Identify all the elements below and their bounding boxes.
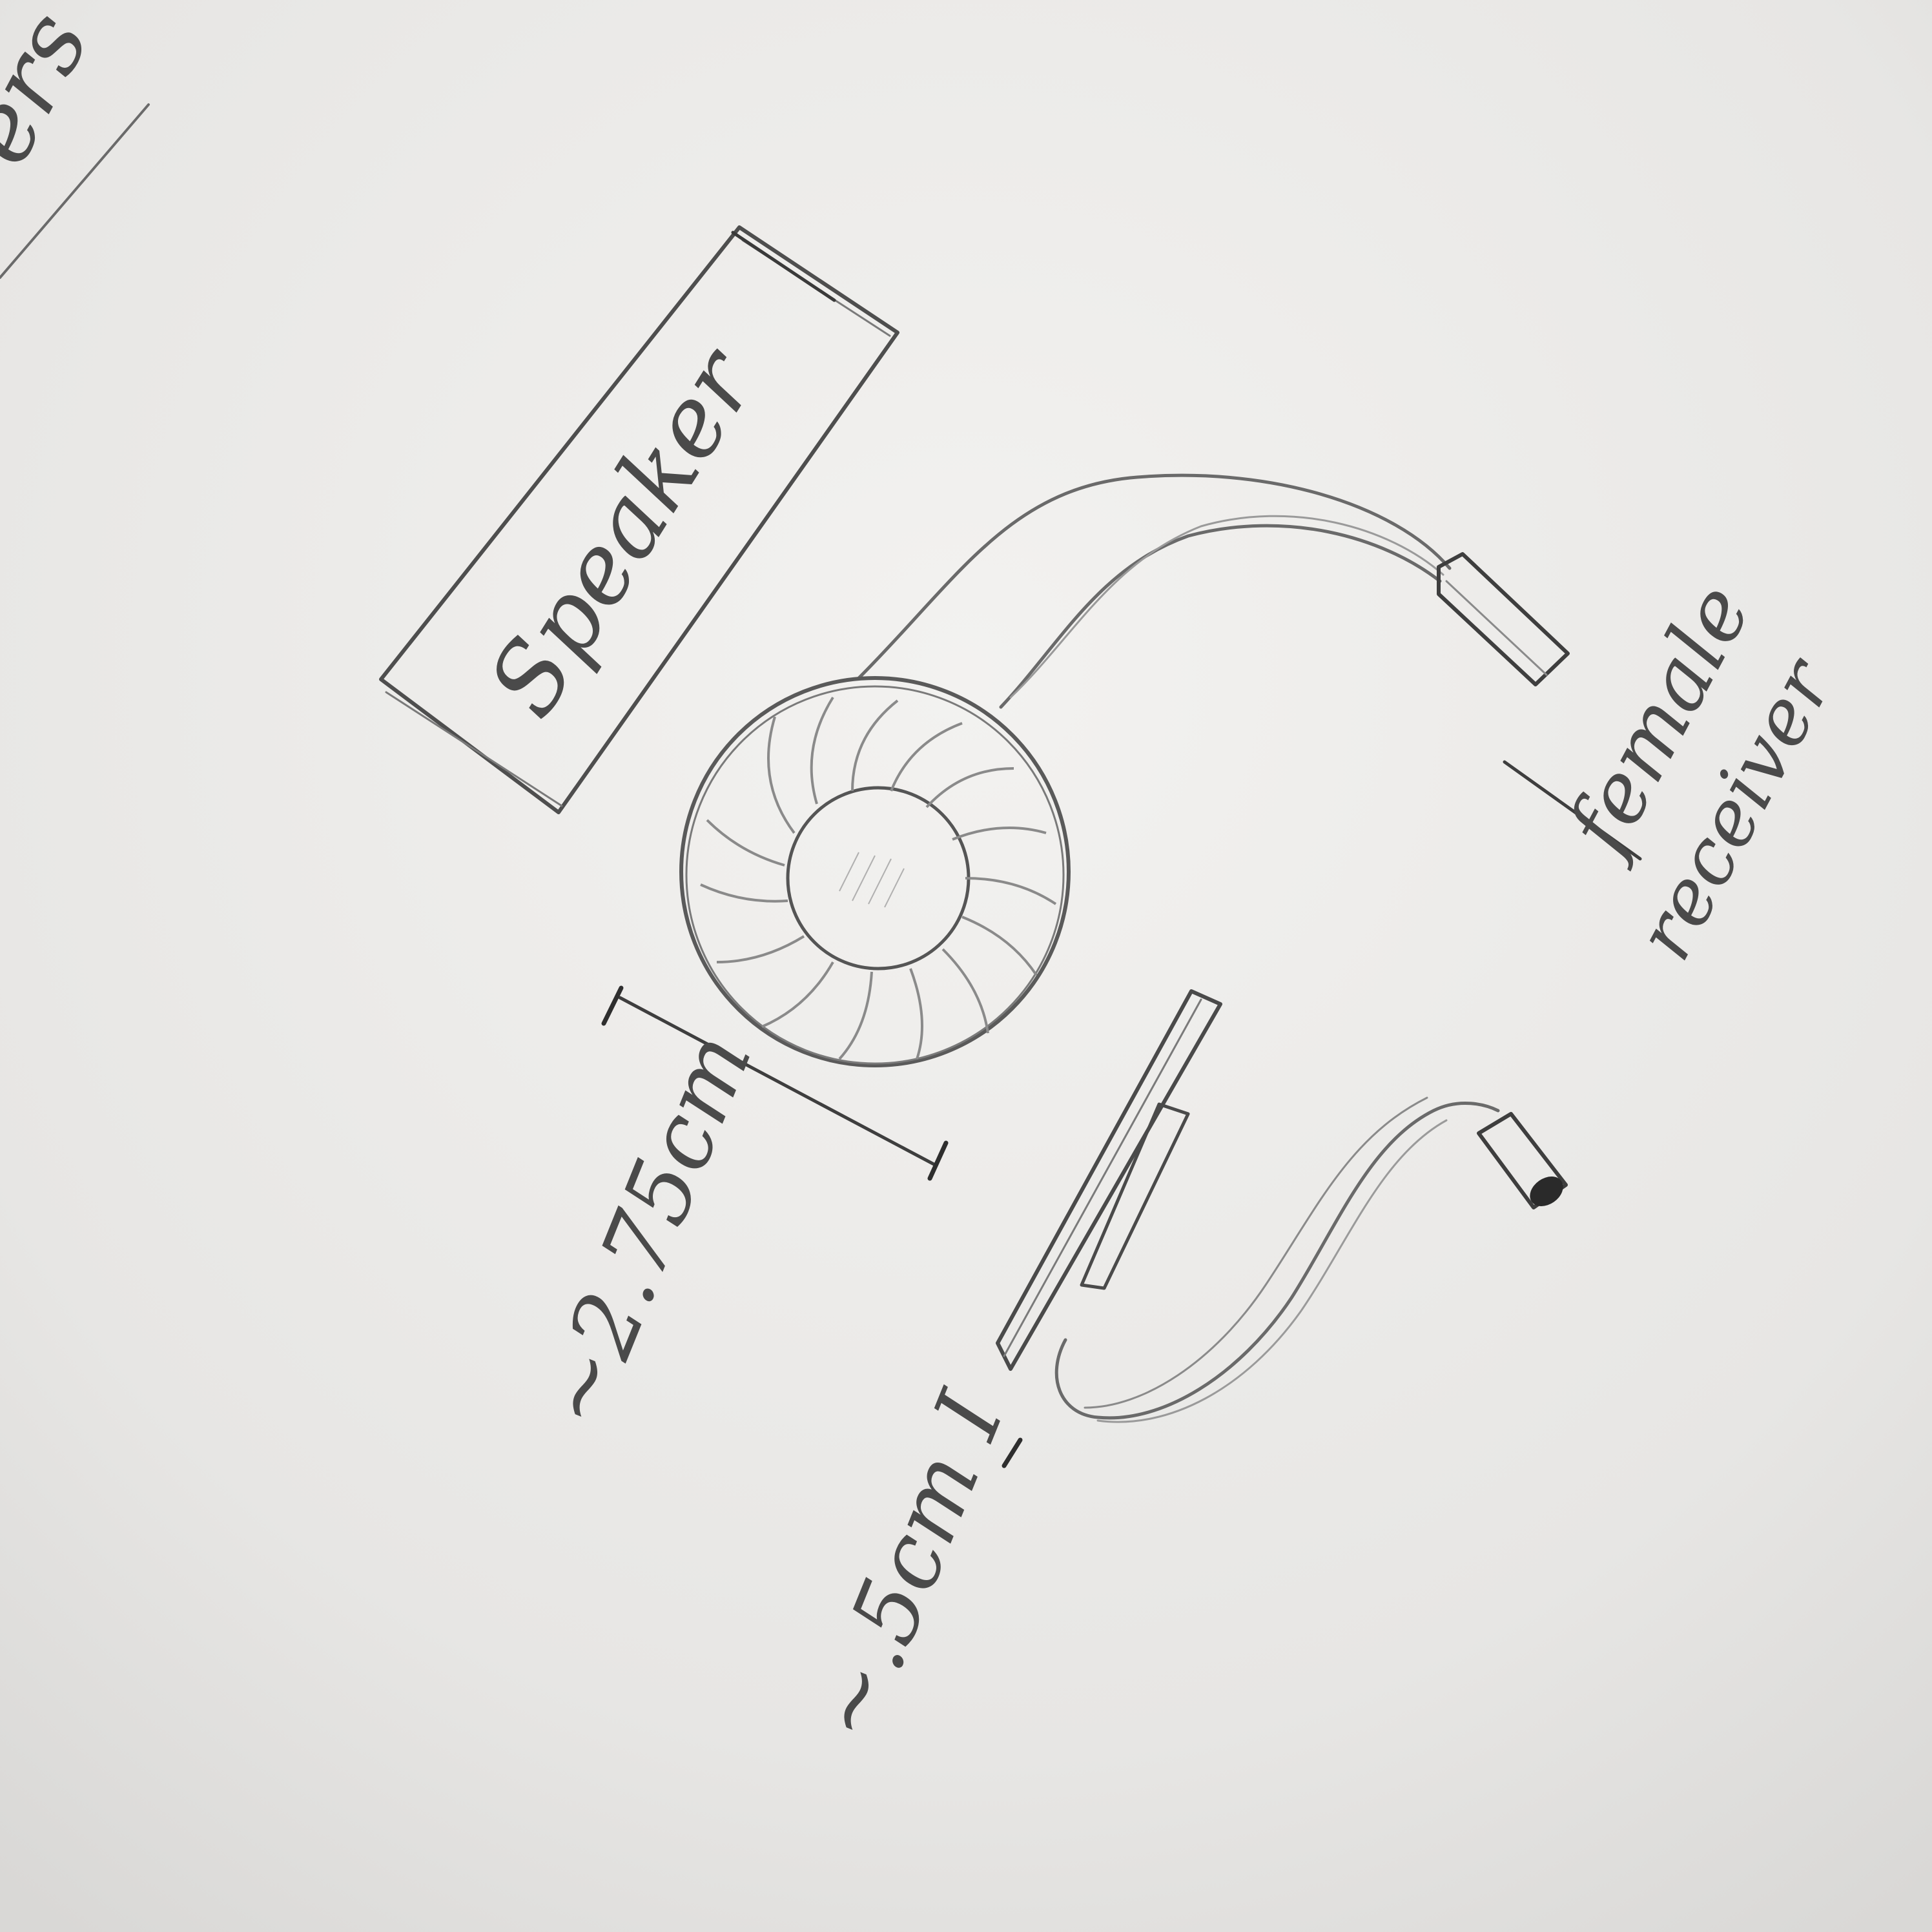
driver-hatch (839, 852, 905, 908)
jack-cable (1054, 1096, 1500, 1423)
driver-swirl (700, 696, 1057, 1060)
female-receiver-icon (1437, 552, 1570, 686)
speaker-driver-icon (679, 676, 1071, 1067)
receiver-cable (857, 473, 1452, 709)
jack-plug-icon (1477, 1112, 1568, 1209)
audio-jack-icon (996, 989, 1222, 1371)
